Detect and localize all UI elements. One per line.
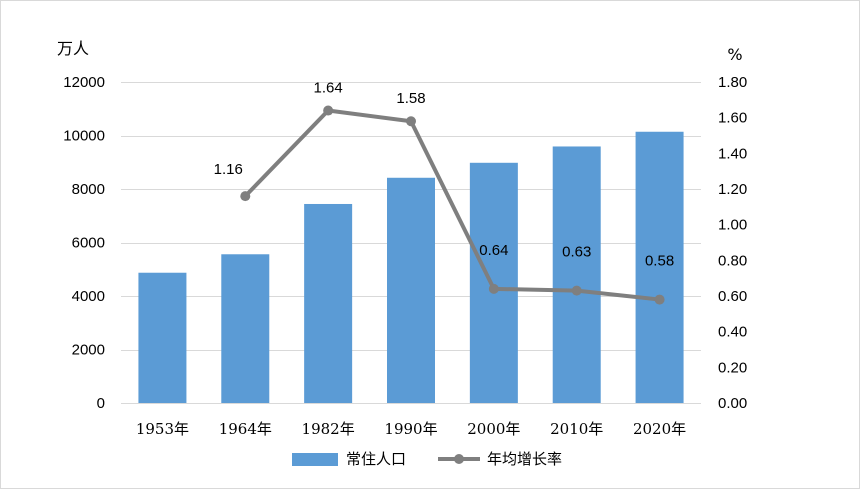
legend: 常住人口 年均增长率 (292, 450, 562, 468)
data-label: 0.63 (562, 244, 591, 261)
left-tick-label: 12000 (63, 74, 105, 91)
bar (635, 131, 684, 403)
category-label: 1964年 (219, 420, 272, 438)
data-labels: 1.16 1.64 1.58 0.64 0.63 0.58 (214, 80, 674, 270)
left-tick-label: 6000 (72, 235, 105, 252)
legend-swatch-bar (292, 453, 338, 466)
bar (469, 162, 518, 403)
growth-rate-line (243, 108, 660, 302)
right-tick-label: 1.80 (718, 74, 747, 91)
data-label: 0.64 (479, 242, 508, 259)
right-tick-label: 0.20 (718, 359, 747, 376)
category-label: 1990年 (384, 420, 437, 438)
right-tick-label: 0.40 (718, 324, 747, 341)
left-axis-ticks: 0 2000 4000 6000 8000 10000 12000 (63, 74, 105, 412)
bar (138, 272, 187, 403)
data-label: 1.58 (396, 90, 425, 107)
line-series (240, 105, 665, 305)
category-label: 2000年 (467, 420, 520, 438)
line-point (571, 285, 582, 296)
left-axis-unit: 万人 (57, 39, 89, 58)
bar (221, 254, 270, 403)
category-label: 1982年 (302, 420, 355, 438)
left-tick-label: 0 (97, 395, 105, 412)
line-point (406, 116, 416, 127)
right-tick-label: 1.20 (718, 181, 747, 198)
category-label: 1953年 (136, 420, 189, 438)
right-tick-label: 1.00 (718, 217, 747, 234)
line-point (323, 105, 334, 116)
data-label: 1.64 (314, 80, 343, 97)
bar (304, 203, 353, 403)
line-point (240, 191, 251, 202)
right-tick-label: 1.60 (718, 110, 747, 127)
right-tick-label: 0.60 (718, 288, 747, 305)
bar (387, 177, 435, 403)
category-labels: 1953年 1964年 1982年 1990年 2000年 2010年 2020年 (136, 420, 686, 438)
right-axis-ticks: 0.00 0.20 0.40 0.60 0.80 1.00 1.20 1.40 1.60 1.80 (718, 74, 747, 412)
legend-label-line: 年均增长率 (487, 450, 562, 468)
left-tick-label: 10000 (63, 128, 105, 145)
data-label: 1.16 (214, 161, 243, 178)
data-label: 0.58 (645, 253, 674, 270)
right-tick-label: 1.40 (718, 145, 747, 162)
legend-label-bar: 常住人口 (346, 450, 406, 468)
right-tick-label: 0.00 (718, 395, 747, 412)
line-point (488, 283, 499, 294)
left-tick-label: 2000 (72, 342, 105, 359)
bar-series (138, 131, 684, 403)
category-label: 2020年 (633, 420, 686, 438)
bar (552, 146, 601, 403)
legend-swatch-marker (454, 454, 464, 464)
right-axis-unit: % (727, 45, 742, 64)
right-tick-label: 0.80 (718, 252, 747, 269)
category-label: 2010年 (550, 420, 603, 438)
line-point (654, 294, 665, 305)
left-tick-label: 4000 (72, 288, 105, 305)
left-tick-label: 8000 (72, 181, 105, 198)
